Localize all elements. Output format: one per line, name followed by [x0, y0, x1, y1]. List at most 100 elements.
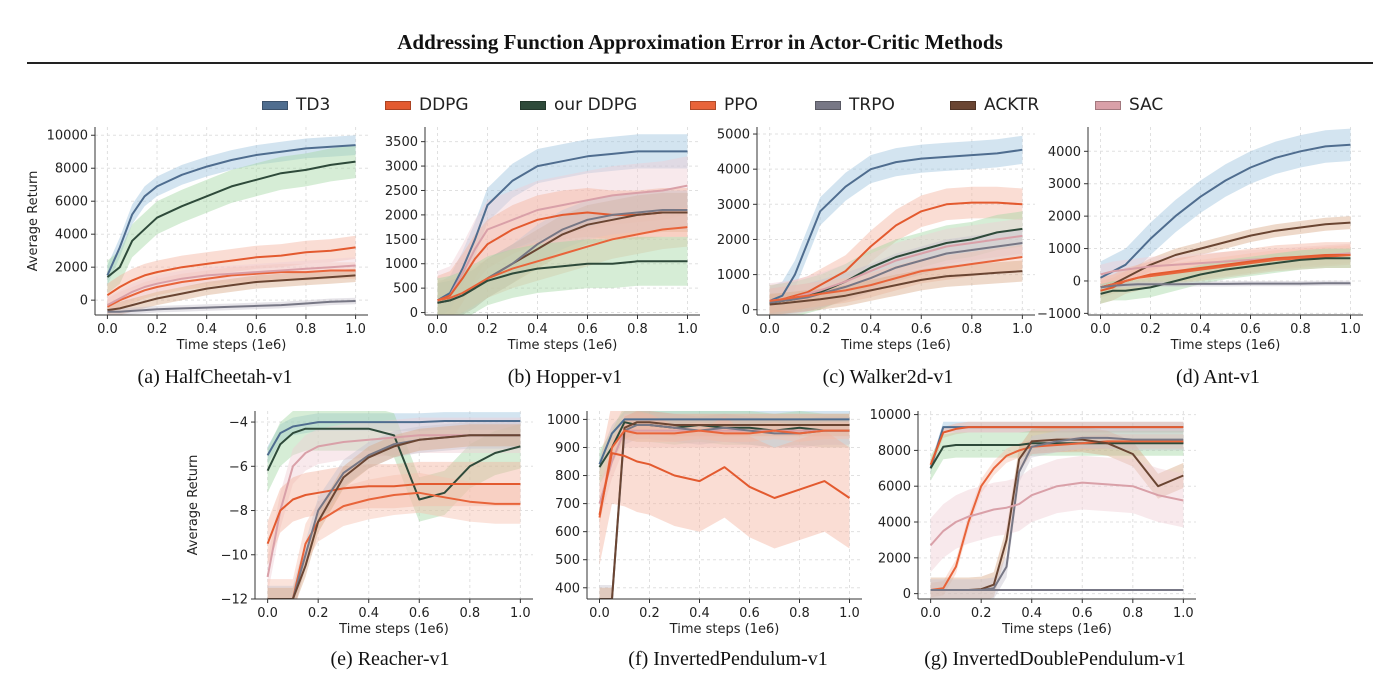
series-line-td3 — [598, 418, 850, 465]
series-line-ddpg — [437, 211, 688, 302]
y-tick-label: 4000 — [717, 163, 750, 178]
series-line-acktr — [1100, 221, 1351, 289]
x-tick-label: 0.0 — [1090, 322, 1111, 337]
grid-lines — [757, 127, 1035, 315]
series-line-td3 — [769, 148, 1023, 302]
y-tick-label: 0 — [410, 306, 418, 321]
x-tick-label: 0.4 — [689, 606, 710, 621]
series-line-our-ddpg — [106, 160, 356, 278]
band-sac — [930, 455, 1184, 573]
series-line-td3 — [436, 150, 688, 302]
band-acktr — [1100, 216, 1351, 294]
series-line-ddpg — [1100, 254, 1351, 292]
subfigure-caption: (a) HalfCheetah-v1 — [137, 366, 293, 388]
grid-lines — [587, 411, 862, 599]
plot-area — [1088, 127, 1363, 315]
y-tick-label: 700 — [555, 497, 580, 512]
band-td3 — [1100, 128, 1351, 294]
band-td3 — [769, 135, 1023, 315]
legend-label: ACKTR — [984, 95, 1040, 115]
x-tick-label: 0.6 — [1072, 606, 1093, 621]
band-ppo — [107, 262, 356, 315]
series-line-our-ddpg — [266, 427, 521, 501]
legend-item-acktr: ACKTR — [950, 88, 1039, 122]
y-tick-label: 10000 — [47, 129, 88, 144]
x-tick-label: 1.0 — [345, 322, 366, 337]
legend-label: TRPO — [849, 95, 895, 115]
x-tick-label: 0.2 — [639, 606, 660, 621]
band-ppo — [599, 422, 850, 526]
band-acktr — [267, 424, 521, 599]
series-line-ddpg — [769, 201, 1023, 302]
series-line-acktr — [267, 434, 521, 599]
band-acktr — [437, 192, 688, 315]
band-our-ddpg — [769, 211, 1023, 315]
y-tick-label: 400 — [555, 581, 580, 596]
band-sac — [1100, 243, 1351, 285]
band-trpo — [930, 589, 1184, 591]
y-tick-label: 4000 — [878, 516, 911, 531]
grid-lines — [255, 411, 533, 600]
band-ddpg — [599, 411, 850, 566]
x-tick-label: 0.4 — [860, 322, 881, 337]
x-axis-label: Time steps (1e6) — [1001, 622, 1112, 637]
y-tick-label: 1000 — [385, 257, 418, 272]
legend-swatch — [262, 100, 288, 110]
x-tick-label: 0.8 — [1290, 322, 1311, 337]
band-sac — [769, 218, 1023, 315]
x-tick-label: 0.8 — [1122, 606, 1143, 621]
series-line-trpo — [437, 209, 688, 304]
series-line-ppo — [1100, 254, 1351, 289]
x-axis-label: Time steps (1e6) — [1170, 338, 1281, 353]
series-line-trpo — [599, 424, 850, 599]
legend-swatch — [520, 100, 546, 110]
y-tick-label: 2000 — [1048, 210, 1081, 225]
plot-area — [95, 127, 368, 315]
band-td3 — [930, 421, 1184, 474]
y-tick-label: 1500 — [385, 233, 418, 248]
band-acktr — [107, 268, 356, 315]
x-tick-label: 0.2 — [477, 322, 498, 337]
band-acktr — [930, 427, 1184, 599]
subfigure-caption: (b) Hopper-v1 — [507, 366, 623, 388]
x-tick-label: 0.8 — [627, 322, 648, 337]
y-tick-label: 0 — [742, 303, 750, 318]
band-ddpg — [437, 188, 688, 315]
x-tick-label: 0.0 — [759, 322, 780, 337]
y-tick-label: 2000 — [55, 261, 88, 276]
x-tick-label: 0.0 — [427, 322, 448, 337]
x-tick-label: 0.6 — [1240, 322, 1261, 337]
grid-lines — [425, 127, 700, 315]
x-tick-label: 0.4 — [1190, 322, 1211, 337]
band-sac — [267, 417, 521, 595]
series-line-trpo — [769, 242, 1023, 304]
y-tick-label: −8 — [229, 504, 248, 519]
legend-swatch — [950, 100, 976, 110]
title-rule — [27, 62, 1373, 64]
series-line-sac — [769, 234, 1023, 302]
series-line-sac — [598, 429, 850, 504]
x-tick-label: 1.0 — [839, 606, 860, 621]
x-tick-label: 0.8 — [296, 322, 317, 337]
y-tick-label: 6000 — [55, 195, 88, 210]
y-axis-label: Average Return — [26, 171, 41, 272]
subfigure-caption: (f) InvertedPendulum-v1 — [628, 648, 828, 670]
series-line-ppo — [106, 269, 356, 308]
x-axis-label: Time steps (1e6) — [507, 338, 618, 353]
band-ddpg — [930, 421, 1184, 471]
subfigure-caption: (c) Walker2d-v1 — [822, 366, 954, 388]
legend-label: DDPG — [419, 95, 469, 115]
series-line-our-ddpg — [437, 260, 688, 304]
plot-area — [757, 127, 1035, 315]
x-tick-label: 0.6 — [409, 606, 430, 621]
x-tick-label: 0.8 — [789, 606, 810, 621]
band-trpo — [267, 422, 521, 599]
series-line-acktr — [107, 274, 356, 312]
legend-item-sac: SAC — [1095, 88, 1163, 122]
band-ddpg — [267, 461, 521, 566]
x-axis-label: Time steps (1e6) — [176, 338, 287, 353]
y-tick-label: 4000 — [1048, 145, 1081, 160]
series-line-ddpg — [266, 483, 521, 545]
series-group — [106, 135, 356, 315]
y-tick-label: −4 — [229, 416, 248, 431]
